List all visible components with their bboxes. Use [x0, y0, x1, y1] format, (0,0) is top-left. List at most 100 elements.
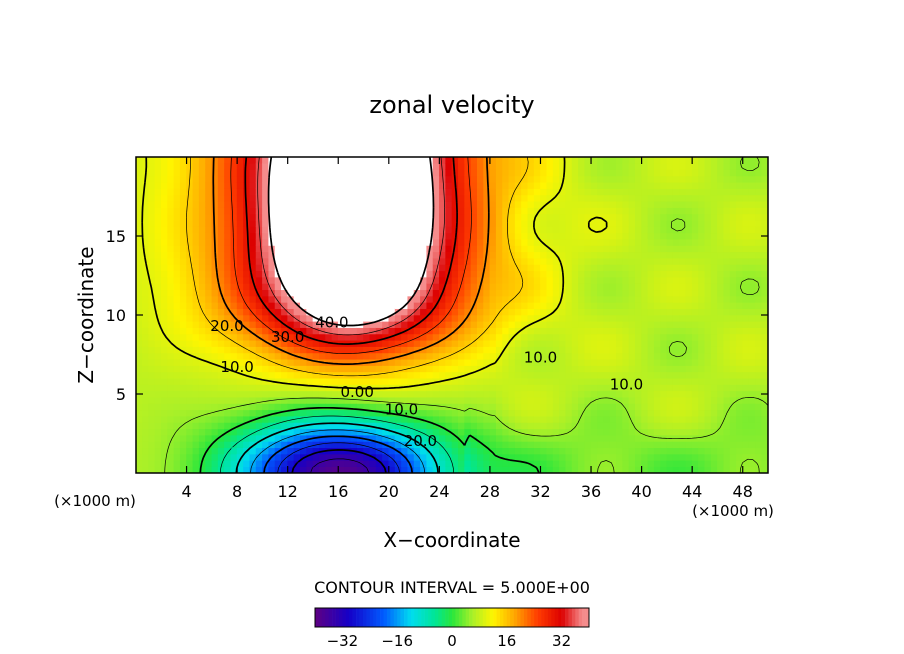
heatmap-cell: [748, 181, 756, 189]
heatmap-cell: [388, 434, 396, 442]
heatmap-cell: [590, 428, 598, 436]
heatmap-cell: [192, 219, 200, 227]
heatmap-cell: [634, 188, 642, 196]
heatmap-cell: [578, 238, 586, 246]
heatmap-cell: [445, 314, 453, 322]
heatmap-cell: [464, 460, 472, 467]
heatmap-cell: [622, 245, 630, 253]
heatmap-cell: [660, 238, 668, 246]
heatmap-cell: [243, 346, 251, 354]
heatmap-cell: [205, 409, 213, 417]
heatmap-cell: [154, 308, 162, 316]
heatmap-cell: [476, 365, 484, 373]
heatmap-cell: [483, 181, 491, 189]
heatmap-cell: [236, 226, 244, 234]
heatmap-cell: [426, 276, 434, 284]
heatmap-cell: [331, 441, 339, 449]
heatmap-cell: [136, 453, 143, 461]
heatmap-cell: [597, 365, 604, 373]
heatmap-cell: [647, 314, 655, 322]
heatmap-cell: [565, 251, 573, 259]
heatmap-cell: [211, 422, 219, 430]
heatmap-cell: [407, 384, 415, 392]
heatmap-cell: [230, 314, 238, 322]
heatmap-cell: [729, 371, 737, 379]
heatmap-cell: [672, 409, 680, 417]
heatmap-cell: [470, 346, 478, 354]
heatmap-cell: [154, 321, 162, 328]
heatmap-cell: [287, 181, 295, 189]
heatmap-cell: [495, 377, 503, 385]
heatmap-cell: [578, 365, 586, 373]
heatmap-cell: [445, 163, 453, 170]
heatmap-cell: [407, 339, 415, 347]
heatmap-cell: [268, 466, 276, 473]
heatmap-cell: [571, 257, 579, 265]
heatmap-cell: [622, 302, 630, 309]
heatmap-cell: [495, 207, 503, 215]
heatmap-cell: [382, 339, 390, 347]
heatmap-cell: [622, 308, 630, 316]
heatmap-cell: [217, 181, 225, 189]
heatmap-cell: [647, 283, 655, 291]
heatmap-cell: [369, 219, 377, 227]
heatmap-cell: [344, 264, 352, 272]
heatmap-cell: [337, 447, 345, 455]
heatmap-cell: [451, 333, 459, 341]
heatmap-cell: [578, 460, 586, 467]
heatmap-cell: [375, 163, 383, 170]
heatmap-cell: [641, 371, 649, 379]
heatmap-cell: [179, 453, 187, 461]
heatmap-cell: [344, 460, 352, 467]
heatmap-cell: [584, 352, 592, 360]
heatmap-cell: [514, 352, 522, 360]
heatmap-cell: [609, 283, 617, 291]
heatmap-cell: [748, 264, 756, 272]
heatmap-cell: [413, 314, 421, 322]
heatmap-cell: [306, 200, 314, 208]
heatmap-cell: [761, 251, 768, 259]
heatmap-cell: [369, 276, 377, 284]
heatmap-cell: [262, 352, 270, 360]
heatmap-cell: [432, 308, 440, 316]
heatmap-cell: [597, 226, 604, 234]
heatmap-cell: [432, 175, 440, 183]
heatmap-cell: [388, 207, 396, 215]
heatmap-cell: [464, 289, 472, 297]
heatmap-cell: [464, 333, 472, 341]
heatmap-cell: [142, 213, 149, 221]
heatmap-cell: [413, 283, 421, 291]
heatmap-cell: [281, 403, 288, 411]
heatmap-cell: [685, 157, 693, 164]
heatmap-cell: [616, 453, 623, 461]
heatmap-cell: [306, 321, 314, 328]
heatmap-cell: [571, 238, 579, 246]
heatmap-cell: [641, 466, 649, 473]
heatmap-cell: [464, 321, 472, 328]
heatmap-cell: [236, 403, 244, 411]
heatmap-cell: [394, 403, 402, 411]
heatmap-cell: [527, 213, 535, 221]
heatmap-cell: [514, 409, 522, 417]
heatmap-cell: [742, 371, 750, 379]
heatmap-cell: [723, 283, 731, 291]
heatmap-cell: [590, 384, 598, 392]
heatmap-cell: [306, 181, 314, 189]
heatmap-cell: [287, 314, 295, 322]
heatmap-cell: [420, 422, 428, 430]
heatmap-cell: [672, 466, 680, 473]
heatmap-cell: [413, 207, 421, 215]
heatmap-cell: [540, 213, 548, 221]
heatmap-cell: [458, 200, 465, 208]
heatmap-cell: [679, 403, 687, 411]
heatmap-cell: [198, 333, 206, 341]
heatmap-cell: [597, 163, 604, 170]
heatmap-cell: [426, 213, 434, 221]
heatmap-cell: [691, 270, 699, 278]
heatmap-cell: [653, 466, 661, 473]
heatmap-cell: [508, 232, 516, 240]
heatmap-cell: [388, 453, 396, 461]
heatmap-cell: [136, 207, 143, 215]
heatmap-cell: [691, 396, 699, 404]
heatmap-cell: [495, 358, 503, 366]
